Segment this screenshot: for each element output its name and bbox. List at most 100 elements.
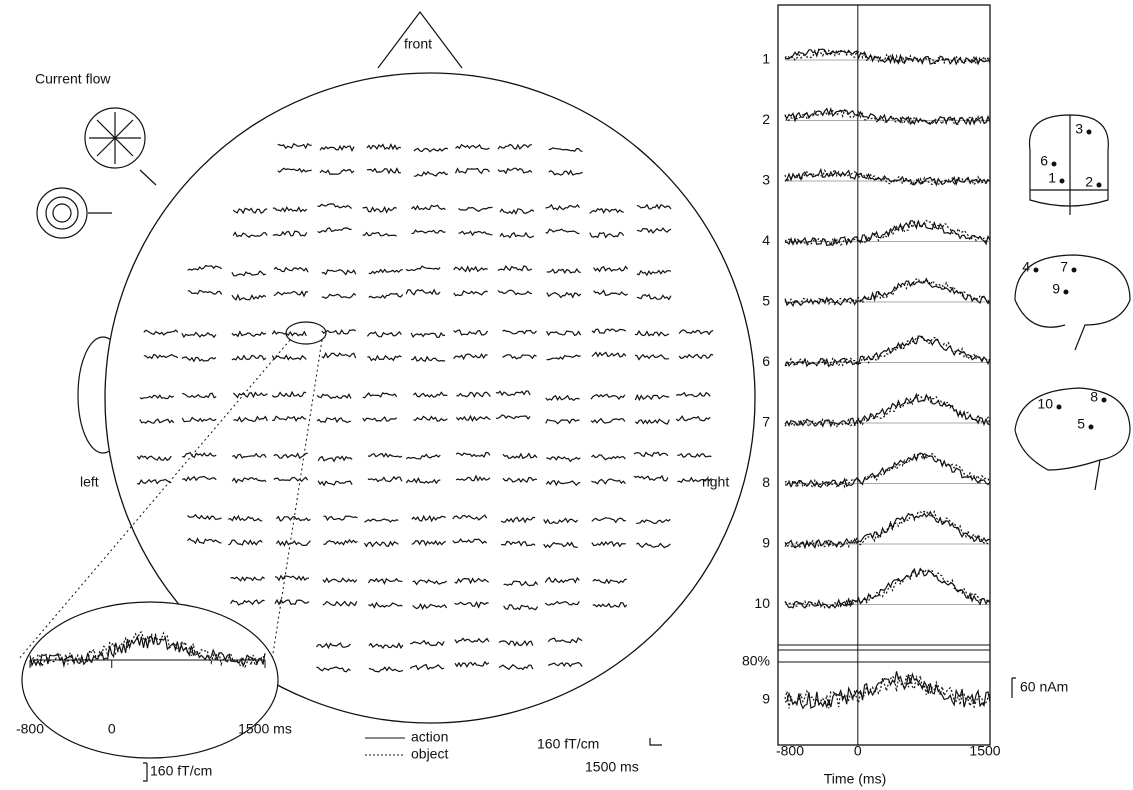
sensor-trace [413,171,449,177]
source-label: 6 [1040,153,1048,169]
sensor-trace [545,394,580,402]
sensor-trace [368,666,404,673]
sensor-trace [230,576,265,582]
sensor-trace [547,637,583,644]
sensor-trace [499,231,535,239]
sensor-trace [495,390,531,397]
sensor-trace [452,514,488,521]
tick-label: 0 [108,721,116,737]
sensor-trace [593,265,629,273]
sensor-trace [405,477,441,485]
sensor-trace [590,417,626,424]
right-label: right [702,474,729,490]
sensor-trace [675,415,711,422]
row-label: 7 [762,414,770,430]
sensor-trace [413,415,448,422]
flow-ring [52,203,72,223]
sensor-trace [636,203,672,210]
sensor-trace [143,329,179,336]
nose [377,11,463,69]
sensor-trace [367,577,403,585]
source-dot [1051,161,1057,167]
sensor-trace [501,540,536,547]
sensor-trace [593,289,628,296]
sensor-trace [677,476,712,483]
sensor-trace [322,577,358,584]
source-label: 1 [1048,170,1056,186]
sensor-trace [368,601,403,609]
source-label: 8 [1090,389,1098,405]
sensor-trace [636,227,672,235]
sensor-trace [323,538,358,546]
sensor-trace [231,477,267,484]
sensor-trace [591,328,627,334]
sensor-trace [272,415,307,422]
sensor-trace [181,331,217,339]
sensor-trace [547,661,583,668]
sensor-trace [454,660,490,668]
sensor-trace [410,639,445,647]
source-label: 5 [1077,416,1085,432]
sensor-trace [548,169,583,176]
source-trace-dotted [784,509,991,549]
sensor-trace [316,417,352,424]
sensor-trace [137,478,172,485]
sensor-trace [455,414,491,423]
sensor-trace [497,264,533,272]
legend-label: action [411,729,448,745]
sensor-trace [592,602,628,608]
sensor-trace [411,539,447,547]
sensor-trace [453,329,489,336]
source-trace [784,106,991,126]
sensor-trace [323,515,358,522]
sensor-trace [455,451,491,459]
row-label: 10 [754,595,770,611]
sensor-trace [411,514,446,523]
head: front left right Current flow 160 fT/cm … [17,11,756,775]
sensor-trace [319,168,355,175]
sensor-trace [362,205,397,214]
sensor-trace [498,664,534,671]
source-label: 3 [1075,121,1083,137]
sensor-trace [277,167,312,173]
sensor-trace [543,541,578,549]
source-trace [784,510,991,550]
legend-label: object [411,746,448,762]
sensor-trace [275,539,311,547]
x-tick-label: -800 [776,743,804,759]
sensor-trace [187,289,223,295]
sensor-trace [181,356,217,363]
sensor-trace [591,351,627,358]
sensor-trace [413,391,448,398]
sensor-trace [143,353,179,360]
flow-icon-2 [36,187,88,239]
sensor-trace [591,454,626,461]
source-trace [784,567,991,609]
x-tick-label: 1500 [969,743,1000,759]
sensor-trace [453,352,488,361]
sensor-trace [275,515,311,522]
sensor-trace [274,598,310,606]
sensor-trace [546,354,581,361]
sensor-trace [405,288,441,296]
sensor-trace [675,391,711,398]
sensor-trace [636,542,671,549]
flow-icon [84,107,146,169]
source-dot [1071,267,1077,273]
sensor-trace [273,290,309,298]
sensor-trace [502,329,537,335]
sensor-trace [636,293,672,301]
sensor-trace [272,230,308,237]
sensor-trace [405,265,441,272]
source-trace-dotted [784,48,991,66]
inset-trace-dotted [29,631,266,669]
source-trace [784,392,991,428]
sensor-trace [230,599,265,606]
sensor-trace [139,394,175,400]
source-label: 10 [1037,396,1053,412]
tick-label: 1500 ms [238,721,292,737]
sensor-trace [458,206,493,212]
row-label: 4 [762,232,770,248]
sensor-trace [636,518,671,525]
